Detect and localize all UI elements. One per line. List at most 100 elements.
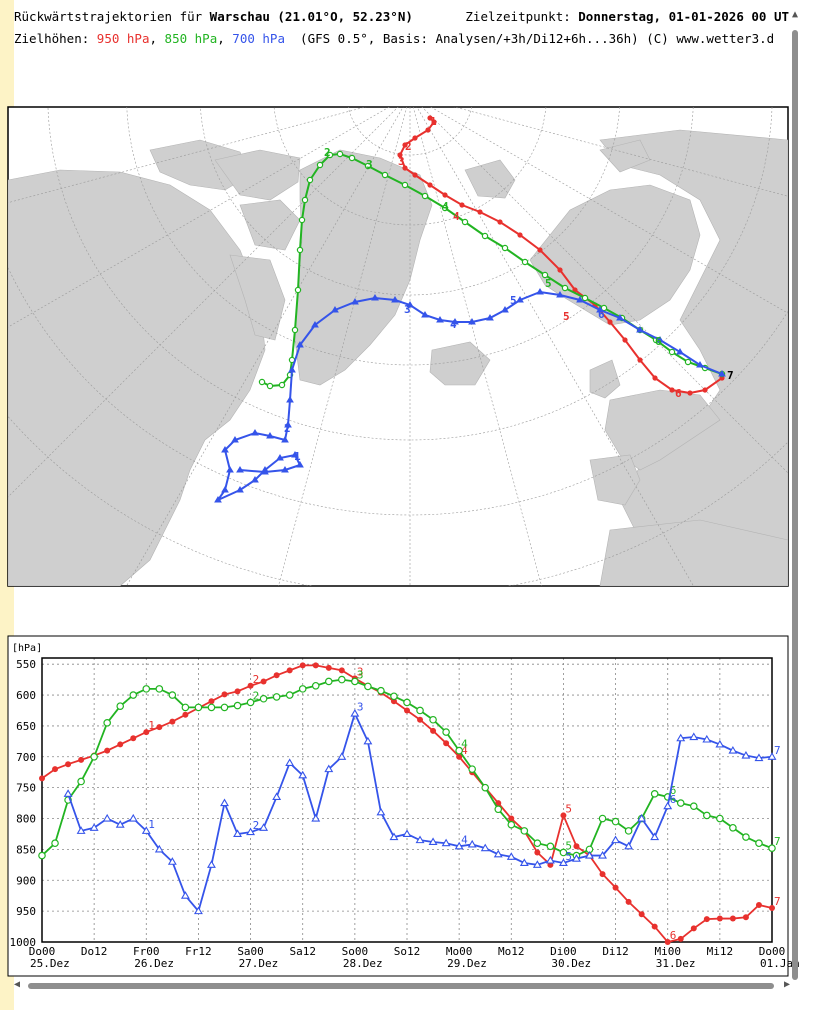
x-tick-label: So00 — [342, 945, 369, 958]
series-day-label: 7 — [774, 835, 781, 848]
data-point — [689, 802, 698, 810]
series-day-label: 3 — [357, 668, 364, 681]
land-europe — [604, 389, 721, 471]
map-day-label-700: 1 — [294, 450, 301, 463]
map-trajectory-950-point — [702, 387, 708, 393]
map-trajectory-950-point — [607, 319, 613, 325]
map-trajectory-850-point — [461, 218, 469, 226]
x-tick-label: Mo12 — [498, 945, 525, 958]
map-trajectory-950 — [397, 115, 725, 396]
data-point — [38, 851, 46, 860]
map-trajectory-850-point — [421, 192, 429, 200]
data-point — [546, 842, 555, 851]
map-trajectory-700-point — [284, 421, 292, 428]
map-day-label-950: 6 — [675, 387, 682, 400]
data-point — [468, 765, 476, 773]
series-line — [67, 711, 773, 914]
map-trajectory-950-line — [398, 117, 723, 395]
map-trajectory-850-point — [348, 154, 356, 162]
data-point — [272, 792, 282, 800]
level-700-label: 700 hPa — [232, 31, 285, 46]
data-point — [572, 854, 581, 862]
data-point — [116, 702, 125, 710]
map-trajectory-700-point — [391, 296, 399, 303]
series-day-label: 1 — [148, 719, 155, 732]
scroll-up-icon[interactable]: ▲ — [791, 9, 799, 20]
data-point — [416, 706, 424, 715]
series-950-hpa: 7 6 5 4 3 2 1 — [39, 662, 781, 945]
meridian-line — [8, 107, 390, 328]
map-trajectory-700-point — [636, 326, 644, 333]
level-separator-1: , — [149, 31, 165, 46]
map-trajectory-850-point — [294, 286, 302, 294]
map-trajectory-850-point — [521, 258, 529, 266]
map-trajectory-700-point — [286, 396, 294, 403]
series-day-label: 2 — [253, 819, 260, 832]
map-trajectory-950-point — [425, 127, 431, 133]
map-trajectory-700-point — [251, 429, 259, 436]
data-point — [220, 703, 229, 712]
map-trajectory-700-point — [331, 306, 339, 313]
map-trajectory-950-point — [557, 267, 563, 273]
data-point — [363, 736, 373, 745]
data-point — [703, 916, 710, 923]
data-point — [519, 858, 529, 867]
data-point — [52, 766, 59, 773]
plot-frame — [41, 657, 773, 943]
data-point — [76, 826, 86, 834]
map-trajectory-950-point — [477, 209, 483, 215]
x-date-label: 25.Dez — [30, 957, 70, 970]
data-point — [77, 777, 85, 786]
horizontal-scrollbar[interactable]: ◀ ▶ — [14, 979, 790, 992]
data-point — [572, 851, 581, 860]
data-point — [441, 838, 451, 847]
map-trajectory-850-line — [261, 152, 723, 388]
data-point — [376, 807, 386, 816]
map-trajectory-850-point — [501, 244, 509, 252]
parallel-line — [347, 107, 473, 156]
map-day-label-950: 1 — [430, 115, 437, 128]
data-point — [130, 735, 137, 742]
data-point — [585, 845, 594, 854]
data-point — [637, 814, 646, 823]
series-day-label: 5 — [565, 839, 572, 852]
chart-header: Rückwärtstrajektorien für Warschau (21.0… — [14, 6, 789, 50]
land-arctic-islands-2 — [214, 149, 301, 201]
data-point — [769, 905, 775, 912]
data-point — [586, 852, 593, 859]
y-tick-label: 950 — [16, 905, 36, 918]
data-point — [260, 678, 267, 685]
meridian-line — [8, 107, 367, 204]
data-point — [521, 827, 528, 834]
map-trajectory-700-point — [281, 466, 289, 473]
data-point — [311, 681, 320, 690]
x-tick-label: Mo00 — [446, 945, 473, 958]
vertical-scrollbar[interactable]: ▲ — [790, 8, 800, 983]
parallel-line — [8, 266, 788, 516]
data-point — [390, 692, 398, 701]
horizontal-scroll-thumb[interactable] — [28, 983, 774, 989]
series-day-label: 2 — [253, 689, 260, 702]
data-point — [676, 733, 686, 742]
data-point — [442, 728, 450, 736]
level-separator-2: , — [217, 31, 233, 46]
data-point — [417, 716, 424, 723]
map-endpoint-label: 7 — [727, 369, 734, 382]
data-point — [156, 724, 163, 731]
data-point — [755, 901, 762, 908]
map-trajectory-700-point — [516, 296, 524, 303]
scroll-right-icon[interactable]: ▶ — [783, 979, 790, 990]
x-tick-label: Sa12 — [289, 945, 316, 958]
vertical-scroll-thumb[interactable] — [792, 30, 798, 980]
data-point — [415, 835, 425, 844]
data-point — [286, 667, 293, 674]
series-day-label: 5 — [565, 850, 572, 863]
map-trajectory-850-point — [618, 314, 626, 322]
scroll-left-icon[interactable]: ◀ — [14, 979, 21, 990]
series-day-label: 4 — [461, 744, 468, 757]
map-day-label-700: 6 — [598, 308, 605, 321]
data-point — [728, 746, 738, 754]
